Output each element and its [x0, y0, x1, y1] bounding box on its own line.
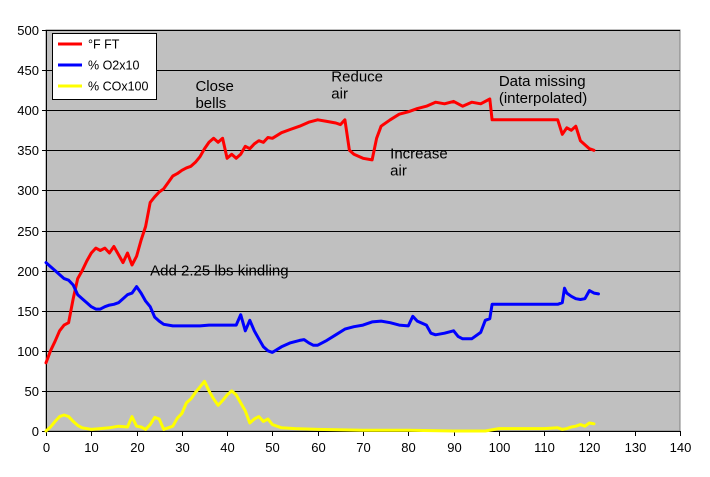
x-tick-label: 30 — [175, 440, 189, 455]
annotation-line: Reduce — [331, 68, 383, 85]
x-tick-label: 100 — [489, 440, 511, 455]
y-tick-label: 0 — [32, 424, 39, 439]
y-tick-label: 200 — [17, 264, 39, 279]
x-tick-label: 50 — [265, 440, 279, 455]
annotation-line: Data missing — [499, 73, 586, 90]
series-line-2 — [44, 379, 596, 433]
x-tick-label: 120 — [579, 440, 601, 455]
annotation-line: (interpolated) — [499, 90, 587, 107]
series-line-0 — [44, 97, 596, 365]
x-tick-label: 60 — [311, 440, 325, 455]
series-line-1 — [44, 261, 600, 354]
axes: 0 50 100 150 200 250 300 350 400 450 500 0 10 20 30 40 5… — [17, 23, 691, 455]
y-tick-label: 300 — [17, 183, 39, 198]
x-tick-label: 140 — [670, 440, 692, 455]
y-tick-label: 50 — [25, 384, 39, 399]
y-tick-label: 250 — [17, 224, 39, 239]
annotation-line: Add 2.25 lbs kindling — [150, 262, 288, 279]
annotation-line: Close — [195, 78, 233, 95]
x-tick-label: 90 — [447, 440, 461, 455]
annotation-line: air — [390, 162, 407, 179]
annotation-line: air — [331, 85, 348, 102]
x-tick-label: 80 — [401, 440, 415, 455]
y-tick-label: 400 — [17, 103, 39, 118]
annotation-line: bells — [195, 95, 226, 112]
annotation-close-bells: Close bells — [195, 78, 233, 112]
legend-label-0: °F FT — [88, 38, 120, 52]
legend-label-2: % COx100 — [88, 80, 148, 94]
y-tick-label: 150 — [17, 304, 39, 319]
legend: °F FT % O2x10 % COx100 — [52, 33, 157, 100]
x-tick-label: 10 — [84, 440, 98, 455]
legend-label-1: % O2x10 — [88, 59, 139, 73]
annotation-increase-air: Increase air — [390, 145, 448, 179]
y-tick-label: 450 — [17, 63, 39, 78]
x-tick-label: 40 — [220, 440, 234, 455]
x-tick-label: 110 — [534, 440, 555, 455]
annotation-data-missing: Data missing (interpolated) — [499, 73, 587, 107]
annotation-add-kindling: Add 2.25 lbs kindling — [150, 262, 288, 279]
annotation-reduce-air: Reduce air — [331, 68, 383, 102]
x-tick-label: 0 — [43, 440, 50, 455]
x-tick-label: 70 — [356, 440, 370, 455]
y-tick-label: 350 — [17, 143, 39, 158]
x-tick-label: 130 — [625, 440, 647, 455]
series-lines — [44, 97, 600, 433]
annotation-line: Increase — [390, 145, 448, 162]
x-tick-label: 20 — [130, 440, 144, 455]
y-tick-label: 100 — [17, 344, 39, 359]
y-tick-label: 500 — [17, 23, 39, 38]
